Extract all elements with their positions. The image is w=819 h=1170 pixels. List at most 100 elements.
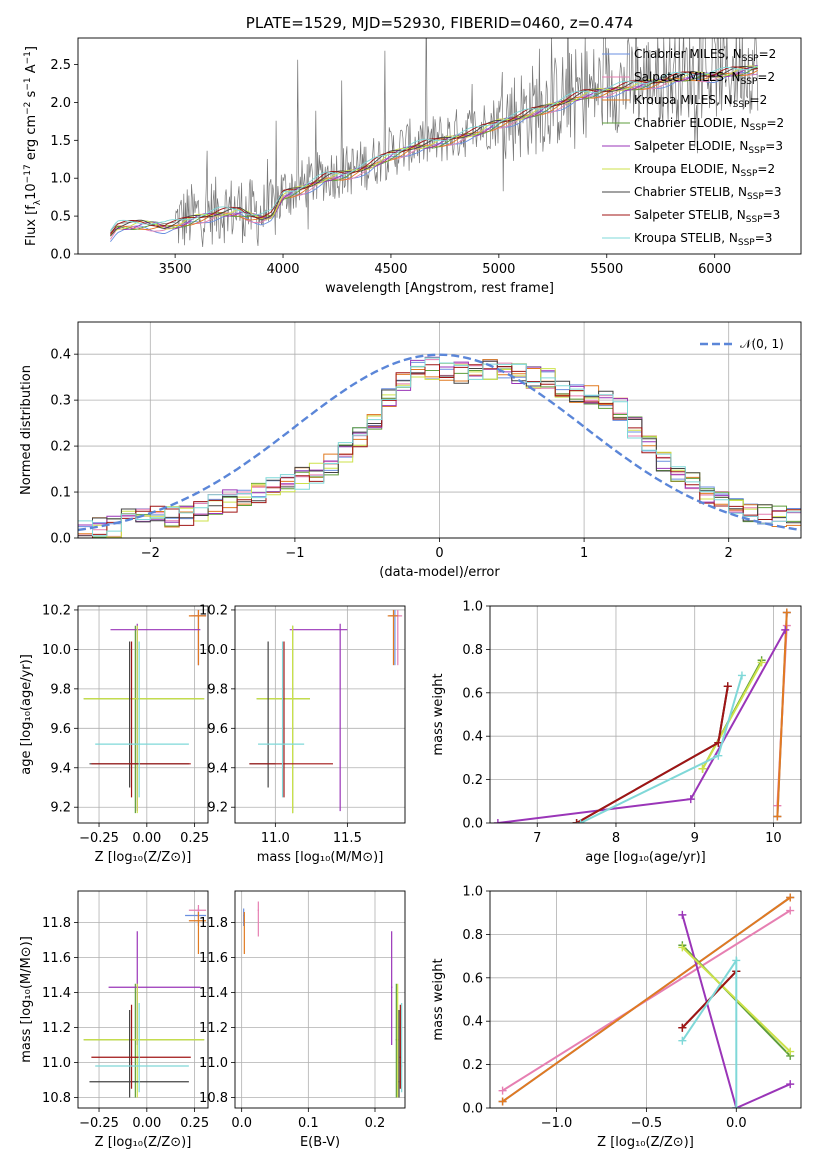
axes-age_vs_Z: −0.25 0.00 0.25 9.2 9.4 9.6 9.8 10.0 10.2 Z [log₁…	[19, 603, 209, 865]
model-spectrum-line	[110, 65, 759, 231]
weight-marker	[493, 819, 502, 823]
plot-area-weight_vs_Z	[498, 893, 795, 1108]
x-axis-label: Z [log₁₀(Z/Z⊙)]	[95, 850, 192, 865]
weight-line	[576, 686, 729, 823]
axes-age_vs_mass: 11.0 11.5 9.2 9.4 9.6 9.8 10.0 10.2 mass [log₁₀(…	[199, 603, 406, 865]
y-tick-label: 1.0	[50, 172, 71, 187]
y-axis-label: mass weight	[431, 958, 446, 1040]
y-axis-label: mass weight	[431, 673, 446, 755]
weight-marker	[576, 819, 585, 823]
plot-area-spectrum	[110, 38, 759, 248]
weight-marker	[786, 906, 795, 915]
y-tick-label: 0.8	[462, 928, 483, 943]
y-axis-label: Flux [fλ10−17 erg cm−2 s−1 A−1]	[23, 46, 43, 246]
y-tick-label: 0.0	[462, 817, 483, 832]
axes-frame	[489, 605, 802, 824]
axes-weight_vs_Z: −1.0 −0.5 0.0 0.0 0.2 0.4 0.6 0.8 1.0 Z [log₁₀(Z/…	[431, 885, 802, 1150]
axes-frame	[234, 605, 406, 824]
x-tick-label: 0	[435, 546, 443, 561]
plot-area-residuals	[78, 353, 801, 538]
y-tick-label: 0.3	[50, 394, 71, 409]
weight-marker	[678, 1023, 687, 1032]
x-tick-label: 11.0	[261, 831, 290, 846]
model-spectrum-line	[110, 65, 758, 236]
x-tick-label: 0.00	[132, 1116, 161, 1131]
weight-line	[681, 957, 738, 1108]
x-tick-label: −1	[285, 546, 304, 561]
y-tick-label: 9.4	[207, 761, 228, 776]
x-tick-label: 2	[725, 546, 733, 561]
weight-marker	[498, 1086, 507, 1095]
axes-spectrum: 3500 4000 4500 5000 5500 6000 0.0 0.5 1.0 1.5 2.0 2…	[23, 37, 802, 296]
x-tick-label: 1	[580, 546, 588, 561]
x-tick-label: 11.5	[333, 831, 362, 846]
weight-marker	[757, 658, 766, 667]
y-tick-label: 11.2	[42, 1021, 71, 1036]
x-axis-label: Z [log₁₀(Z/Z⊙)]	[95, 1135, 192, 1150]
y-tick-label: 0.1	[50, 486, 71, 501]
y-tick-label: 1.5	[50, 134, 71, 149]
weight-marker	[678, 943, 687, 952]
y-tick-label: 9.6	[207, 722, 228, 737]
y-axis-label: Normed distribution	[19, 365, 34, 495]
y-tick-label: 11.6	[42, 951, 71, 966]
x-tick-label: 8	[612, 831, 620, 846]
weight-line	[502, 896, 791, 1103]
y-axis-label: age [log₁₀(age/yr)]	[19, 654, 34, 775]
weight-line	[776, 612, 788, 817]
weight-marker	[572, 819, 581, 823]
plot-area-age_vs_mass	[249, 609, 403, 814]
y-tick-label: 2.5	[50, 58, 71, 73]
gaussian-curve	[78, 353, 801, 532]
legend-label: Salpeter ELODIE, NSSP=3	[634, 139, 783, 156]
axes-residuals: −2 −1 0 1 2 0.0 0.1 0.2 0.3 0.4 (data-model)/error…	[19, 321, 802, 580]
weight-marker	[723, 682, 732, 691]
y-tick-label: 0.0	[50, 532, 71, 547]
y-tick-label: 0.2	[50, 440, 71, 455]
weight-marker	[781, 625, 790, 634]
x-axis-label: wavelength [Angstrom, rest frame]	[325, 281, 554, 296]
weight-marker	[786, 893, 795, 902]
y-tick-label: 0.0	[462, 1102, 483, 1117]
legend-label: Kroupa MILES, NSSP=2	[634, 93, 767, 110]
x-tick-label: 0.25	[180, 1116, 209, 1131]
y-tick-label: 9.2	[50, 801, 71, 816]
axes-mass_vs_Z: −0.25 0.00 0.25 10.8 11.0 11.2 11.4 11.6 11.8 Z […	[19, 890, 209, 1150]
x-axis-label: mass [log₁₀(M/M⊙)]	[257, 850, 384, 865]
x-tick-label: −0.5	[631, 1116, 663, 1131]
y-tick-label: 0.2	[462, 1058, 483, 1073]
y-tick-label: 0.4	[462, 730, 483, 745]
y-tick-label: 0.6	[462, 686, 483, 701]
axes-frame	[77, 37, 802, 255]
x-tick-label: 5500	[590, 262, 623, 277]
y-tick-label: 9.8	[207, 682, 228, 697]
plot-area-weight_vs_age	[493, 608, 791, 823]
y-tick-label: 0.2	[462, 773, 483, 788]
y-tick-label: 11.0	[42, 1056, 71, 1071]
x-axis-label: Z [log₁₀(Z/Z⊙)]	[597, 1135, 694, 1150]
legend-label: Kroupa ELODIE, NSSP=2	[634, 162, 775, 179]
axes-frame	[234, 890, 406, 1109]
y-tick-label: 11.8	[42, 916, 71, 931]
y-tick-label: 11.4	[42, 986, 71, 1001]
y-axis-label: mass [log₁₀(M/M⊙)]	[19, 936, 34, 1063]
axes-weight_vs_age: 7 8 9 10 0.0 0.2 0.4 0.6 0.8 1.0 age [log₁₀(age/yr…	[431, 600, 802, 865]
weight-line	[681, 914, 791, 1108]
x-tick-label: 6000	[698, 262, 731, 277]
axes-mass_vs_EBV: 0.0 0.1 0.2 10.8 11.0 11.2 11.4 11.6 11.8 E(B-V)	[199, 890, 406, 1150]
x-tick-label: −0.25	[79, 831, 119, 846]
x-tick-label: −0.25	[79, 1116, 119, 1131]
x-tick-label: 0.0	[231, 1116, 252, 1131]
plot-area-mass_vs_EBV	[243, 901, 403, 1098]
x-axis-label: age [log₁₀(age/yr)]	[585, 850, 706, 865]
plot-area-mass_vs_Z	[83, 905, 207, 1098]
model-spectrum-line	[110, 66, 758, 234]
weight-marker	[678, 1036, 687, 1045]
y-tick-label: 0.0	[50, 248, 71, 263]
y-tick-label: 10.2	[199, 603, 228, 618]
weight-marker	[782, 608, 791, 617]
y-tick-label: 2.0	[50, 96, 71, 111]
x-tick-label: −1.0	[541, 1116, 573, 1131]
y-tick-label: 11.6	[199, 951, 228, 966]
weight-marker	[732, 956, 741, 965]
